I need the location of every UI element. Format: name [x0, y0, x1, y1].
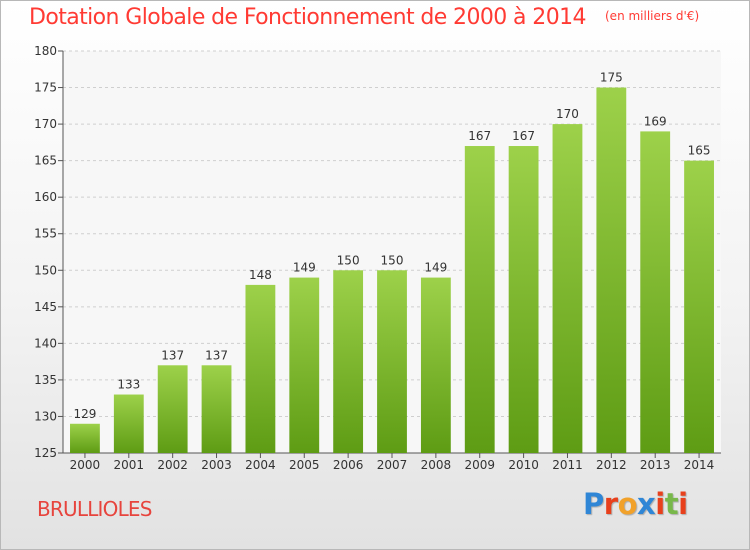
- bar-value-label: 148: [249, 268, 272, 282]
- bar: [245, 284, 276, 453]
- y-tick-label: 165: [34, 154, 57, 168]
- x-tick-label: 2003: [201, 458, 232, 472]
- x-tick-label: 2002: [157, 458, 188, 472]
- x-tick-label: 2013: [640, 458, 671, 472]
- y-tick-label: 150: [34, 263, 57, 277]
- bar: [552, 124, 583, 453]
- x-tick-label: 2001: [114, 458, 145, 472]
- chart-title: Dotation Globale de Fonctionnement de 20…: [29, 5, 587, 30]
- bar-value-label: 137: [205, 348, 228, 362]
- bar-value-label: 175: [600, 71, 623, 85]
- y-tick-label: 140: [34, 336, 57, 350]
- bar: [70, 423, 100, 453]
- x-tick-label: 2005: [289, 458, 320, 472]
- bar: [596, 87, 627, 453]
- logo-letter: t: [664, 487, 679, 521]
- bar-value-label: 167: [512, 129, 535, 143]
- bar: [289, 277, 320, 453]
- bar: [640, 131, 671, 453]
- bar: [508, 146, 539, 453]
- x-tick-label: 2012: [596, 458, 627, 472]
- bar: [684, 160, 714, 454]
- bar-value-label: 137: [161, 348, 184, 362]
- x-tick-label: 2008: [421, 458, 452, 472]
- bar-value-label: 150: [337, 253, 360, 267]
- x-tick-label: 2010: [508, 458, 539, 472]
- logo-letter: o: [617, 487, 638, 521]
- bar: [377, 270, 407, 453]
- bar-value-label: 133: [117, 378, 140, 392]
- x-tick-label: 2011: [552, 458, 583, 472]
- bar-value-label: 129: [73, 407, 96, 421]
- logo-letter: P: [583, 487, 604, 521]
- y-tick-label: 145: [34, 300, 57, 314]
- bar: [113, 394, 144, 453]
- bar: [333, 270, 364, 453]
- y-tick-label: 170: [34, 117, 57, 131]
- bar-value-label: 170: [556, 107, 579, 121]
- bar: [157, 365, 188, 453]
- x-tick-label: 2006: [333, 458, 364, 472]
- x-tick-label: 2000: [70, 458, 101, 472]
- bar-value-label: 169: [644, 114, 667, 128]
- bar-value-label: 149: [424, 261, 447, 275]
- bar: [420, 277, 451, 453]
- y-tick-label: 175: [34, 81, 57, 95]
- bar-value-label: 150: [381, 253, 404, 267]
- y-tick-label: 130: [34, 409, 57, 423]
- x-tick-label: 2009: [464, 458, 495, 472]
- logo-letter: r: [603, 487, 618, 521]
- y-tick-label: 160: [34, 190, 57, 204]
- logo-letter: x: [637, 487, 656, 521]
- proxiti-logo: Proxiti: [583, 487, 688, 521]
- bar-value-label: 149: [293, 261, 316, 275]
- x-tick-label: 2004: [245, 458, 276, 472]
- x-tick-label: 2007: [377, 458, 408, 472]
- logo-letter: i: [678, 487, 688, 521]
- y-tick-label: 135: [34, 373, 57, 387]
- logo-letter: i: [655, 487, 665, 521]
- title-row: Dotation Globale de Fonctionnement de 20…: [29, 5, 699, 30]
- x-tick-label: 2014: [684, 458, 715, 472]
- y-tick-label: 125: [34, 446, 57, 460]
- y-tick-label: 155: [34, 227, 57, 241]
- bar-value-label: 167: [468, 129, 491, 143]
- commune-name: BRULLIOLES: [37, 497, 152, 521]
- bar: [464, 146, 495, 453]
- chart-subtitle: (en milliers d'€): [605, 9, 700, 23]
- bar: [201, 365, 232, 453]
- bar-value-label: 165: [688, 144, 711, 158]
- y-tick-label: 180: [34, 44, 57, 58]
